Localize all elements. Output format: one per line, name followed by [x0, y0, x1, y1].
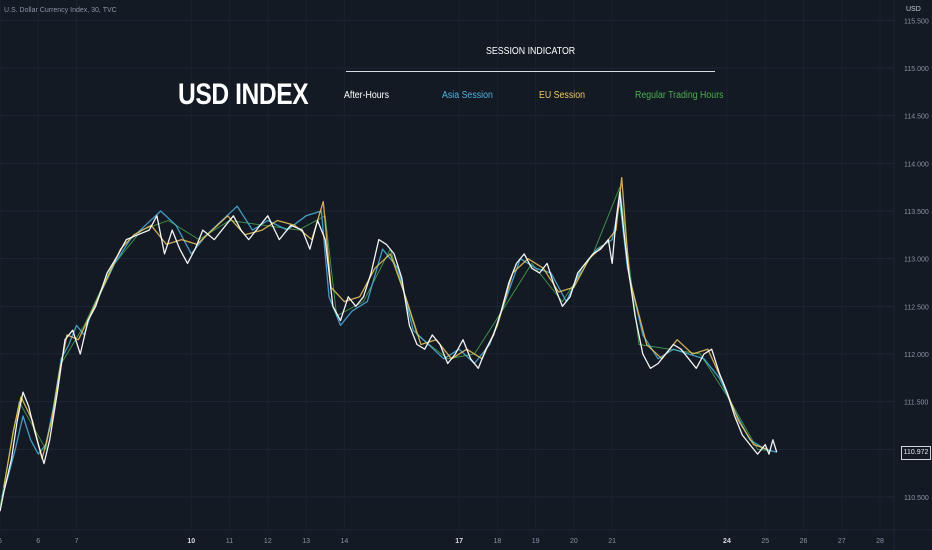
- time-tick-label: 18: [493, 538, 501, 545]
- time-tick-label: 11: [226, 538, 233, 545]
- session-divider: [346, 71, 715, 72]
- time-tick-label: 24: [723, 538, 731, 545]
- price-series: [0, 176, 778, 512]
- series-line: [0, 186, 773, 507]
- price-tick-label: 113.500: [904, 209, 929, 216]
- series-line: [1, 200, 777, 498]
- time-tick-label: 13: [302, 538, 310, 545]
- price-tick-label: 113.000: [904, 257, 929, 264]
- time-tick-label: 7: [75, 538, 79, 545]
- time-tick-label: 12: [264, 538, 272, 545]
- symbol-title: U.S. Dollar Currency Index, 30, TVC: [4, 7, 117, 14]
- price-tick-label: 114.500: [904, 114, 929, 121]
- time-tick-label: 28: [876, 538, 884, 545]
- time-tick-label: 10: [187, 538, 195, 545]
- price-tick-label: 110.500: [904, 495, 929, 502]
- session-indicator-title: SESSION INDICATOR: [486, 46, 576, 57]
- axis-currency-label: USD: [906, 6, 921, 13]
- legend-after-hours: After-Hours: [344, 90, 389, 101]
- time-tick-label: 6: [36, 538, 40, 545]
- legend-asia-session: Asia Session: [442, 90, 493, 101]
- legend-regular-trading-hours: Regular Trading Hours: [635, 90, 724, 101]
- main-title: USD INDEX: [178, 78, 309, 111]
- series-line: [0, 191, 778, 512]
- price-tick-label: 111.500: [904, 400, 928, 407]
- time-tick-label: 17: [455, 538, 463, 545]
- time-tick-label: 19: [532, 538, 540, 545]
- time-tick-label: 27: [838, 538, 846, 545]
- time-tick-label: 25: [761, 538, 769, 545]
- time-tick-label: 21: [608, 538, 616, 545]
- time-tick-label: 26: [800, 538, 808, 545]
- price-tick-label: 112.000: [904, 352, 929, 359]
- time-tick-label: 14: [340, 538, 348, 545]
- legend-eu-session: EU Session: [539, 90, 585, 101]
- time-axis: 5 6 7 10 11 12 13 14 17 18 19 20 21 24 25 26 27 28: [0, 538, 884, 545]
- time-tick-label: 5: [0, 538, 2, 545]
- price-tick-label: 115.000: [904, 66, 929, 73]
- price-tick-label: 114.000: [904, 161, 929, 168]
- price-tick-label: 115.500: [904, 18, 929, 25]
- time-tick-label: 20: [570, 538, 578, 545]
- last-price-label: 110.972: [901, 446, 931, 460]
- price-tick-label: 112.500: [904, 304, 929, 311]
- series-line: [3, 176, 768, 488]
- price-axis[interactable]: 110.500111.000111.500112.000112.500113.0…: [904, 18, 929, 502]
